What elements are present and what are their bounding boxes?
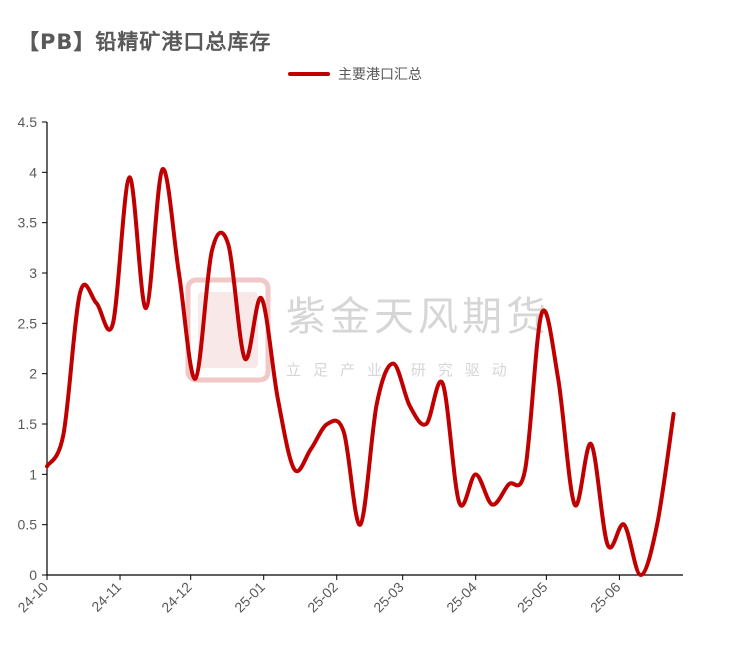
watermark-slogan: 立足产业 研究驱动	[286, 361, 519, 379]
watermark: 紫金天风期货 立足产业 研究驱动	[185, 277, 550, 383]
watermark-name: 紫金天风期货	[286, 294, 550, 340]
chart-title: 【PB】铅精矿港口总库存	[18, 30, 272, 54]
y-tick-label: 4	[29, 164, 37, 180]
legend-swatch	[288, 72, 330, 76]
x-tick-label: 24-12	[158, 579, 195, 616]
x-tick-label: 25-05	[514, 579, 551, 616]
y-tick-label: 0	[29, 567, 37, 583]
legend-label: 主要港口汇总	[338, 67, 422, 83]
x-tick-label: 25-03	[370, 579, 407, 616]
y-tick-label: 2.5	[18, 315, 38, 331]
x-axis-ticks: 24-10 24-11 24-12 25-01 25-02 25-03 25-04 25-05…	[14, 575, 624, 616]
series-group	[45, 167, 676, 577]
x-tick-label: 24-11	[88, 579, 124, 615]
x-tick-label: 25-01	[231, 579, 268, 616]
x-tick-label: 25-04	[443, 579, 480, 616]
y-tick-label: 2	[29, 366, 37, 382]
series-line	[45, 167, 676, 577]
y-tick-label: 1	[29, 466, 37, 482]
axes	[46, 122, 683, 576]
x-tick-label: 25-06	[587, 579, 624, 616]
y-tick-label: 3	[29, 265, 37, 281]
x-tick-label: 25-02	[304, 579, 341, 616]
x-tick-label: 24-10	[14, 579, 51, 616]
legend: 主要港口汇总	[288, 62, 422, 86]
y-tick-label: 3.5	[18, 215, 38, 231]
y-axis-ticks: 0 0.5 1 1.5 2 2.5 3 3.5 4 4.5	[18, 114, 47, 583]
y-tick-label: 1.5	[18, 416, 38, 432]
y-tick-label: 0.5	[18, 517, 38, 533]
y-tick-label: 4.5	[18, 114, 38, 130]
